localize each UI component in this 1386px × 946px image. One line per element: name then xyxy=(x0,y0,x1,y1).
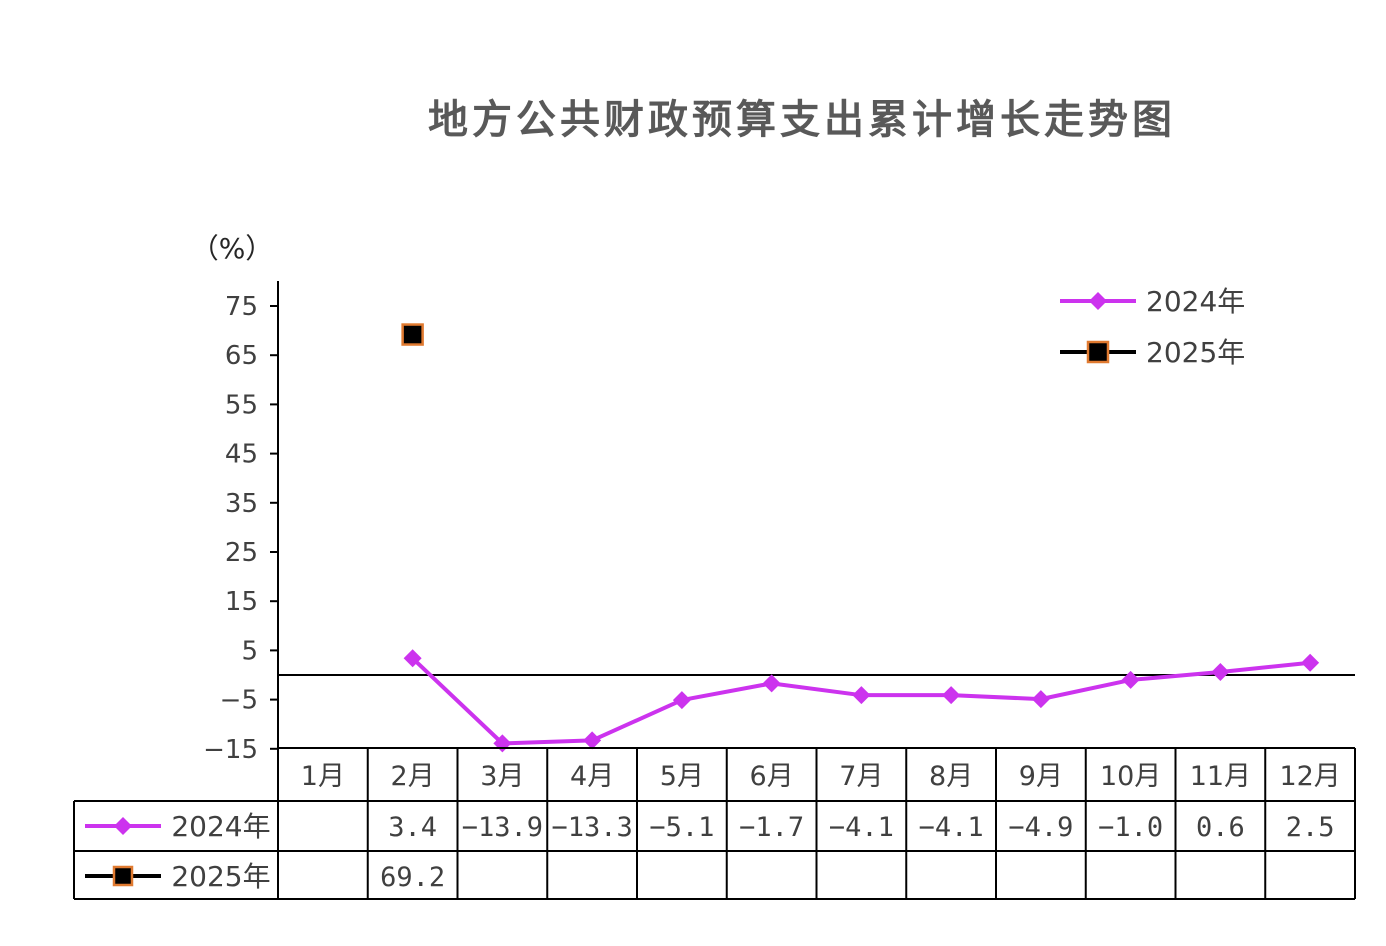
series-point-2024年 xyxy=(583,731,602,750)
data-label: 3.4 xyxy=(388,812,437,843)
legend-label: 2024年 xyxy=(1146,285,1245,318)
table-row-label: 2024年 xyxy=(171,810,270,843)
data-table: 1月 2月 3月 4月 5月 6月 7月 8月 9月 10月 11月 12月 2024年 3.4 −13.9… xyxy=(73,747,1356,900)
series-point-2024年 xyxy=(1211,663,1230,682)
series-point-2025年 xyxy=(1086,340,1110,364)
y-axis-unit-label: （%） xyxy=(191,232,274,265)
series-point-2024年 xyxy=(1031,690,1050,709)
x-category-label: 12月 xyxy=(1279,761,1340,792)
x-category-label: 6月 xyxy=(750,761,794,792)
x-category-label: 7月 xyxy=(839,761,883,792)
legend: 2024年 2025年 xyxy=(1060,285,1245,369)
data-label: −13.3 xyxy=(551,812,632,843)
data-label: −4.9 xyxy=(1008,812,1073,843)
data-label: 69.2 xyxy=(380,862,445,893)
table-legend-marker xyxy=(112,865,134,887)
data-label: −4.1 xyxy=(919,812,984,843)
series-point-2024年 xyxy=(672,691,691,710)
x-category-label: 8月 xyxy=(929,761,973,792)
x-category-label: 3月 xyxy=(480,761,524,792)
x-category-label: 9月 xyxy=(1019,761,1063,792)
series-point-2024年 xyxy=(942,686,961,705)
data-label: −4.1 xyxy=(829,812,894,843)
series-point-2024年 xyxy=(1301,653,1320,672)
data-label: −5.1 xyxy=(649,812,714,843)
plot-area xyxy=(401,323,1320,753)
y-tick-label: 25 xyxy=(225,538,258,568)
data-label: −1.0 xyxy=(1098,812,1163,843)
x-category-label: 11月 xyxy=(1190,761,1251,792)
series-point-2024年 xyxy=(403,649,422,668)
y-tick-label: 35 xyxy=(225,489,258,519)
x-category-label: 2月 xyxy=(391,761,435,792)
y-tick-label: 75 xyxy=(225,292,258,322)
y-tick-label: 55 xyxy=(225,390,258,420)
series-point-2024年 xyxy=(762,674,781,693)
x-category-label: 5月 xyxy=(660,761,704,792)
legend-label: 2025年 xyxy=(1146,336,1245,369)
series-point-2024年 xyxy=(1089,292,1107,310)
y-tick-label: 5 xyxy=(241,636,258,666)
y-tick-label: −15 xyxy=(203,735,258,765)
series-point-2024年 xyxy=(852,686,871,705)
chart-title: 地方公共财政预算支出累计增长走势图 xyxy=(428,97,1176,143)
x-category-label: 1月 xyxy=(301,761,345,792)
axes: 75 65 55 45 35 25 15 5 −5 −15 xyxy=(203,281,1355,765)
data-label: 2.5 xyxy=(1286,812,1335,843)
x-category-label: 10月 xyxy=(1100,761,1161,792)
table-row-label: 2025年 xyxy=(171,860,270,893)
data-label: −13.9 xyxy=(462,812,543,843)
x-category-label: 4月 xyxy=(570,761,614,792)
series-point-2024年 xyxy=(1121,670,1140,689)
series-point-2025年 xyxy=(401,323,424,346)
y-tick-label: 15 xyxy=(225,587,258,617)
y-tick-label: 65 xyxy=(225,341,258,371)
y-tick-label: 45 xyxy=(225,440,258,470)
data-label: 0.6 xyxy=(1196,812,1245,843)
y-tick-label: −5 xyxy=(220,686,258,716)
data-label: −1.7 xyxy=(739,812,804,843)
table-legend-marker xyxy=(114,817,132,835)
